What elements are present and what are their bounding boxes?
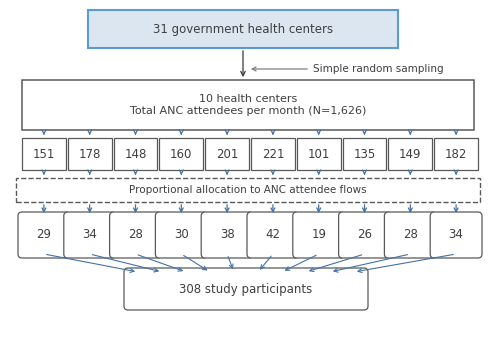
Text: 34: 34 [82,229,97,241]
FancyBboxPatch shape [22,80,474,130]
FancyBboxPatch shape [384,212,436,258]
Text: 29: 29 [36,229,52,241]
FancyBboxPatch shape [16,178,480,202]
FancyBboxPatch shape [110,212,162,258]
FancyBboxPatch shape [18,212,70,258]
FancyBboxPatch shape [64,212,116,258]
FancyBboxPatch shape [247,212,299,258]
Text: Proportional allocation to ANC attendee flows: Proportional allocation to ANC attendee … [129,185,367,195]
Text: 135: 135 [354,147,376,161]
FancyBboxPatch shape [114,138,158,170]
FancyBboxPatch shape [124,268,368,310]
FancyBboxPatch shape [342,138,386,170]
FancyBboxPatch shape [205,138,249,170]
Text: Simple random sampling: Simple random sampling [313,64,444,74]
Text: 34: 34 [448,229,464,241]
Text: 178: 178 [78,147,101,161]
FancyBboxPatch shape [251,138,295,170]
FancyBboxPatch shape [430,212,482,258]
FancyBboxPatch shape [338,212,390,258]
Text: 149: 149 [399,147,421,161]
Text: 26: 26 [357,229,372,241]
Text: 10 health centers
Total ANC attendees per month (N=1,626): 10 health centers Total ANC attendees pe… [130,94,366,116]
Text: 151: 151 [32,147,55,161]
Text: 101: 101 [308,147,330,161]
FancyBboxPatch shape [293,212,344,258]
FancyBboxPatch shape [68,138,112,170]
Text: 30: 30 [174,229,188,241]
FancyBboxPatch shape [201,212,253,258]
FancyBboxPatch shape [88,10,398,48]
Text: 182: 182 [445,147,468,161]
Text: 42: 42 [266,229,280,241]
Text: 19: 19 [311,229,326,241]
Text: 148: 148 [124,147,146,161]
Text: 160: 160 [170,147,192,161]
Text: 31 government health centers: 31 government health centers [153,23,333,36]
Text: 28: 28 [403,229,417,241]
FancyBboxPatch shape [388,138,432,170]
Text: 201: 201 [216,147,238,161]
FancyBboxPatch shape [22,138,66,170]
FancyBboxPatch shape [160,138,203,170]
FancyBboxPatch shape [156,212,207,258]
Text: 221: 221 [262,147,284,161]
FancyBboxPatch shape [297,138,341,170]
Text: 28: 28 [128,229,143,241]
Text: 308 study participants: 308 study participants [180,282,312,296]
Text: 38: 38 [220,229,234,241]
FancyBboxPatch shape [434,138,478,170]
